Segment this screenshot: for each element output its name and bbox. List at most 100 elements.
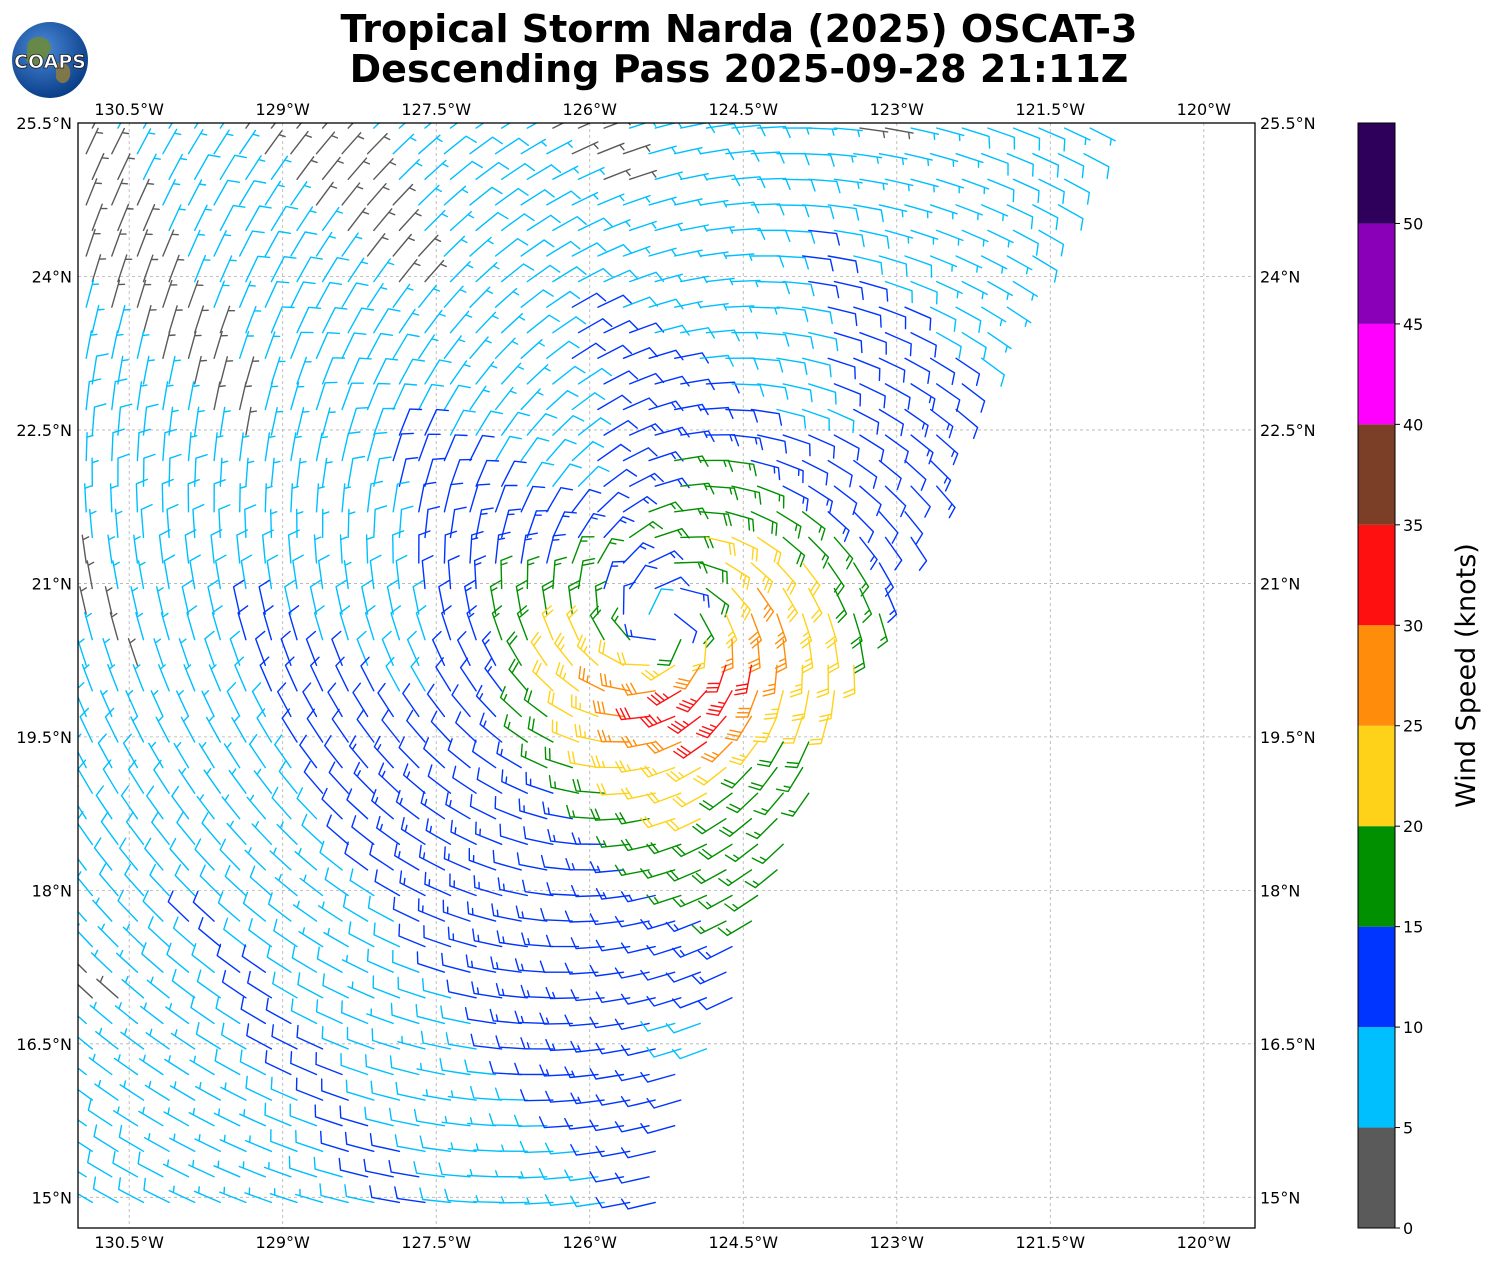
wind-barb (298, 973, 323, 998)
wind-barb (374, 159, 396, 180)
wind-barb (476, 411, 502, 435)
wind-barb (120, 1081, 143, 1100)
wind-barb (64, 1054, 86, 1074)
wind-barb (189, 331, 202, 358)
wind-barb (296, 1131, 323, 1152)
wind-barb (1084, 154, 1109, 179)
wind-barb (317, 283, 342, 308)
wind-barb (451, 311, 472, 332)
wind-barb (299, 928, 323, 947)
wind-barb (281, 631, 291, 665)
wind-barb (1059, 154, 1084, 178)
wind-barb (342, 133, 363, 154)
wind-barb (496, 437, 522, 461)
wind-barb (444, 435, 467, 461)
wind-barb (195, 357, 207, 384)
wind-barb (758, 333, 789, 346)
wind-barb (828, 410, 854, 433)
wind-barb (553, 557, 566, 588)
axis-ticks: 130.5°W130.5°W129°W129°W127.5°W127.5°W12… (16, 100, 1315, 1252)
wind-barb (649, 248, 676, 256)
wind-barb (187, 606, 197, 640)
wind-barb (828, 512, 849, 542)
wind-barb (317, 433, 328, 460)
wind-barb (112, 280, 125, 307)
wind-barb (721, 768, 751, 788)
wind-barb (404, 764, 425, 793)
wind-barb (90, 1002, 112, 1023)
wind-barb (82, 665, 92, 691)
wind-barb (879, 512, 898, 543)
wind-barb (144, 255, 158, 281)
wind-barb (297, 207, 316, 230)
wind-barb (476, 263, 499, 282)
colorbar-tick-label: 0 (1403, 1219, 1413, 1238)
wind-barb (641, 1073, 675, 1083)
wind-barb (693, 870, 726, 884)
colorbar-bin (1358, 324, 1395, 424)
wind-barb (681, 174, 709, 180)
wind-barb (214, 231, 230, 256)
lat-tick-label-left: 24°N (32, 267, 72, 286)
wind-barb (112, 230, 126, 256)
wind-barb (726, 151, 759, 162)
wind-barb (860, 384, 885, 408)
wind-barb (396, 1083, 425, 1101)
wind-barb (470, 187, 502, 205)
wind-barb (214, 433, 223, 461)
wind-barb (571, 1042, 604, 1053)
wind-barb (297, 509, 303, 537)
colorbar-bin (1358, 424, 1395, 524)
wind-barb (342, 233, 362, 256)
wind-barb (222, 795, 240, 819)
wind-barb (747, 819, 777, 839)
wind-barb (419, 185, 442, 205)
wind-barb (311, 657, 323, 691)
wind-barb (473, 740, 496, 767)
wind-barb (144, 1178, 169, 1202)
wind-barb (726, 306, 754, 312)
wind-barb (246, 156, 265, 180)
wind-barb (190, 1056, 214, 1074)
wind-barb (240, 332, 254, 359)
wind-barb (278, 683, 291, 716)
wind-barb (240, 281, 256, 307)
wind-barb (85, 613, 93, 640)
wind-barb (785, 742, 808, 768)
wind-barb (658, 640, 681, 666)
wind-barb (527, 315, 559, 333)
wind-barb (886, 282, 913, 303)
wind-barb (97, 976, 118, 997)
wind-barb (339, 1159, 367, 1177)
wind-barb (115, 1055, 138, 1075)
wind-barb (352, 816, 374, 844)
wind-barb (238, 606, 248, 640)
wind-barb (886, 486, 906, 516)
wind-barb (641, 971, 675, 980)
wind-barb (275, 735, 291, 767)
wind-barb (286, 657, 298, 691)
wind-barb (265, 282, 288, 308)
wind-barb (642, 665, 675, 680)
wind-barb (317, 484, 325, 512)
wind-barb (931, 307, 956, 331)
wind-barb (271, 1077, 297, 1100)
wind-barb (164, 1160, 189, 1177)
colorbar-tick-label: 20 (1403, 817, 1423, 836)
wind-barb (425, 360, 451, 384)
wind-barb (169, 455, 181, 487)
wind-barb (726, 614, 737, 648)
wind-barb (240, 1110, 265, 1126)
wind-barb (256, 631, 266, 665)
wind-barb (700, 614, 714, 647)
wind-barb (78, 639, 87, 666)
wind-barb (140, 1055, 163, 1074)
wind-barb (117, 951, 138, 973)
lat-tick-label-left: 22.5°N (16, 421, 72, 440)
wind-barb (751, 307, 779, 314)
wind-barb (198, 970, 221, 998)
wind-barb (119, 1178, 144, 1203)
wind-barb (323, 157, 344, 179)
wind-barb (378, 684, 393, 717)
wind-barb (783, 537, 804, 566)
